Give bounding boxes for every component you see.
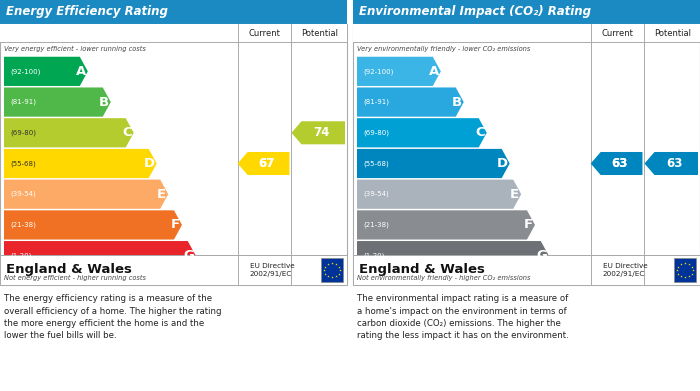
Polygon shape xyxy=(591,152,643,175)
Text: 67: 67 xyxy=(258,157,275,170)
Text: Potential: Potential xyxy=(301,29,337,38)
Text: 67: 67 xyxy=(258,157,275,170)
Text: Potential: Potential xyxy=(654,29,691,38)
Text: F: F xyxy=(171,219,180,231)
Text: England & Wales: England & Wales xyxy=(6,264,132,276)
Text: Current: Current xyxy=(248,29,281,38)
Text: Current: Current xyxy=(602,29,634,38)
Bar xyxy=(353,0,700,24)
Polygon shape xyxy=(4,118,134,147)
Bar xyxy=(0,0,347,24)
Text: (81-91): (81-91) xyxy=(10,99,36,105)
Text: G: G xyxy=(536,249,547,262)
Text: (1-20): (1-20) xyxy=(363,253,384,259)
Polygon shape xyxy=(238,152,290,175)
Text: (69-80): (69-80) xyxy=(10,129,36,136)
Text: 63: 63 xyxy=(666,157,682,170)
Text: (39-54): (39-54) xyxy=(10,191,36,197)
Polygon shape xyxy=(357,179,522,209)
Polygon shape xyxy=(357,149,510,178)
Polygon shape xyxy=(4,241,196,270)
Polygon shape xyxy=(4,179,168,209)
Bar xyxy=(674,258,696,282)
Bar xyxy=(353,255,700,285)
Bar xyxy=(0,24,347,42)
Text: Very environmentally friendly - lower CO₂ emissions: Very environmentally friendly - lower CO… xyxy=(357,46,531,52)
Text: England & Wales: England & Wales xyxy=(359,264,485,276)
Polygon shape xyxy=(4,149,157,178)
Text: D: D xyxy=(496,157,507,170)
Text: A: A xyxy=(76,65,86,78)
Text: (69-80): (69-80) xyxy=(363,129,389,136)
Polygon shape xyxy=(357,241,549,270)
Text: B: B xyxy=(99,95,108,109)
Text: E: E xyxy=(510,188,519,201)
Bar xyxy=(0,255,347,285)
Text: (81-91): (81-91) xyxy=(363,99,389,105)
Text: G: G xyxy=(183,249,194,262)
Text: 63: 63 xyxy=(611,157,628,170)
Polygon shape xyxy=(4,57,88,86)
Text: D: D xyxy=(144,157,155,170)
Text: (92-100): (92-100) xyxy=(363,68,393,75)
Text: C: C xyxy=(122,126,132,139)
Polygon shape xyxy=(357,57,441,86)
Text: (55-68): (55-68) xyxy=(363,160,389,167)
Bar xyxy=(353,24,700,285)
Polygon shape xyxy=(357,88,464,117)
Bar xyxy=(353,24,700,42)
Text: (1-20): (1-20) xyxy=(10,253,32,259)
Text: (55-68): (55-68) xyxy=(10,160,36,167)
Bar xyxy=(321,258,343,282)
Text: C: C xyxy=(475,126,484,139)
Text: 63: 63 xyxy=(611,157,628,170)
Text: (21-38): (21-38) xyxy=(10,222,36,228)
Text: The energy efficiency rating is a measure of the
overall efficiency of a home. T: The energy efficiency rating is a measur… xyxy=(4,294,221,341)
Text: 74: 74 xyxy=(313,126,330,139)
Text: EU Directive
2002/91/EC: EU Directive 2002/91/EC xyxy=(603,263,648,277)
Text: (21-38): (21-38) xyxy=(363,222,389,228)
Text: E: E xyxy=(157,188,166,201)
Polygon shape xyxy=(357,118,486,147)
Text: F: F xyxy=(524,219,533,231)
Text: Not energy efficient - higher running costs: Not energy efficient - higher running co… xyxy=(4,275,146,281)
Polygon shape xyxy=(291,121,345,144)
Text: Energy Efficiency Rating: Energy Efficiency Rating xyxy=(6,5,168,18)
Bar xyxy=(0,24,347,285)
Polygon shape xyxy=(4,88,111,117)
Polygon shape xyxy=(645,152,698,175)
Text: (39-54): (39-54) xyxy=(363,191,389,197)
Text: EU Directive
2002/91/EC: EU Directive 2002/91/EC xyxy=(250,263,295,277)
Text: (92-100): (92-100) xyxy=(10,68,41,75)
Text: B: B xyxy=(452,95,462,109)
Text: A: A xyxy=(428,65,439,78)
Polygon shape xyxy=(357,210,535,240)
Text: Not environmentally friendly - higher CO₂ emissions: Not environmentally friendly - higher CO… xyxy=(357,275,531,281)
Text: Environmental Impact (CO₂) Rating: Environmental Impact (CO₂) Rating xyxy=(359,5,591,18)
Text: Very energy efficient - lower running costs: Very energy efficient - lower running co… xyxy=(4,46,146,52)
Polygon shape xyxy=(4,210,182,240)
Text: The environmental impact rating is a measure of
a home's impact on the environme: The environmental impact rating is a mea… xyxy=(357,294,568,341)
